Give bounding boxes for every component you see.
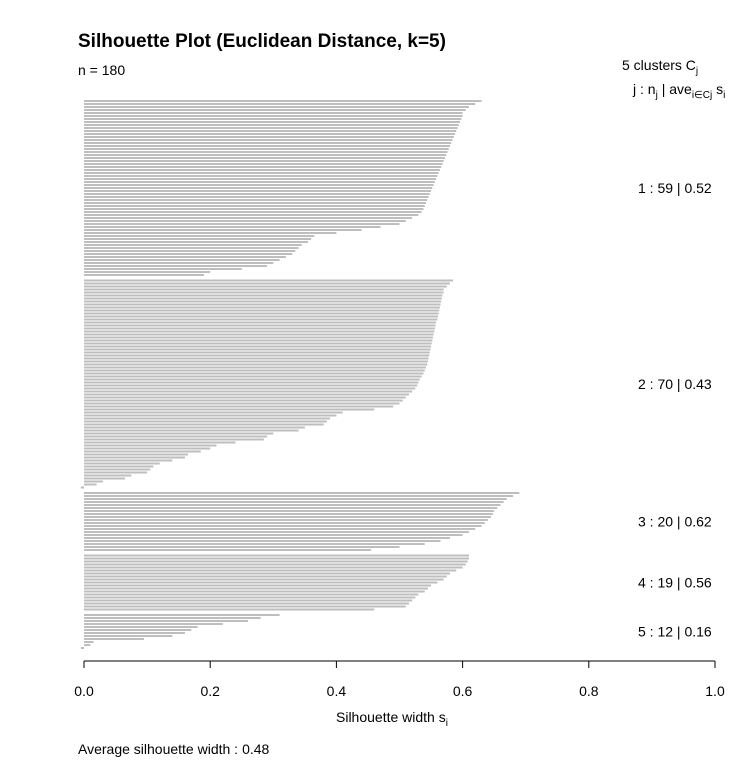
x-axis: 0.0 0.2 0.4 0.6 0.8 1.0 (74, 660, 725, 699)
cluster-label-4: 4 : 19 | 0.56 (638, 575, 712, 591)
legend-header-clusters-sub: j (695, 66, 698, 77)
x-tick-label: 0.0 (74, 683, 94, 699)
legend-header: 5 clusters Cj j : nj | avei∈Cj si (622, 57, 725, 101)
cluster-labels: 1 : 59 | 0.52 2 : 70 | 0.43 3 : 20 | 0.62 4… (638, 180, 712, 640)
legend-header-clusters: 5 clusters C (622, 57, 696, 73)
x-tick-label: 0.4 (327, 683, 347, 699)
cluster-label-2: 2 : 70 | 0.43 (638, 376, 712, 392)
cluster-label-3: 3 : 20 | 0.62 (638, 514, 712, 530)
n-label: n = 180 (78, 62, 125, 78)
x-tick-label: 1.0 (705, 683, 725, 699)
silhouette-bars (80, 100, 520, 649)
x-tick-label: 0.8 (579, 683, 599, 699)
average-silhouette: Average silhouette width :0.48 (78, 741, 270, 757)
chart-title: Silhouette Plot (Euclidean Distance, k=5… (78, 31, 446, 52)
legend-header-nj: j : n (632, 81, 656, 97)
cluster-label-1: 1 : 59 | 0.52 (638, 180, 712, 196)
svg-text:j : nj | avei∈Cj si: j : nj | avei∈Cj si (632, 81, 725, 101)
x-axis-label: Silhouette width si (336, 709, 448, 729)
cluster-label-5: 5 : 12 | 0.16 (638, 624, 712, 640)
x-tick-label: 0.2 (200, 683, 220, 699)
svg-text:5 clusters Cj: 5 clusters Cj (622, 57, 698, 77)
x-tick-label: 0.6 (453, 683, 473, 699)
